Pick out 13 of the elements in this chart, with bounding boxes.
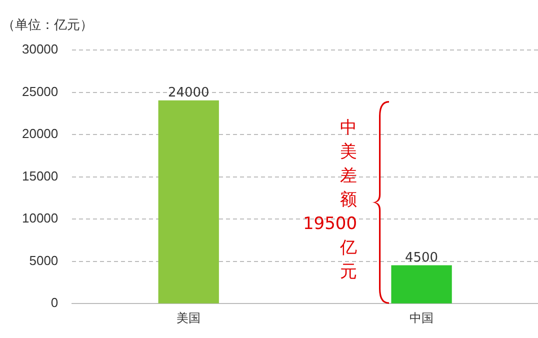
y-tick-label: 15000 [22,168,58,184]
annotation: 中美差额19500亿元 [302,118,358,282]
y-tick-label: 30000 [22,42,58,57]
y-tick-label: 0 [50,295,58,310]
y-tick-label: 25000 [22,84,58,99]
y-axis-title: （单位：亿元） [2,17,93,34]
y-tick-label: 20000 [22,126,58,142]
y-tick-label: 5000 [29,252,58,268]
data-label: 4500 [404,250,438,266]
x-tick-label: 中国 [410,311,434,326]
y-tick-label: 10000 [22,210,58,226]
x-tick-label: 美国 [176,311,201,326]
data-label: 24000 [168,86,210,101]
